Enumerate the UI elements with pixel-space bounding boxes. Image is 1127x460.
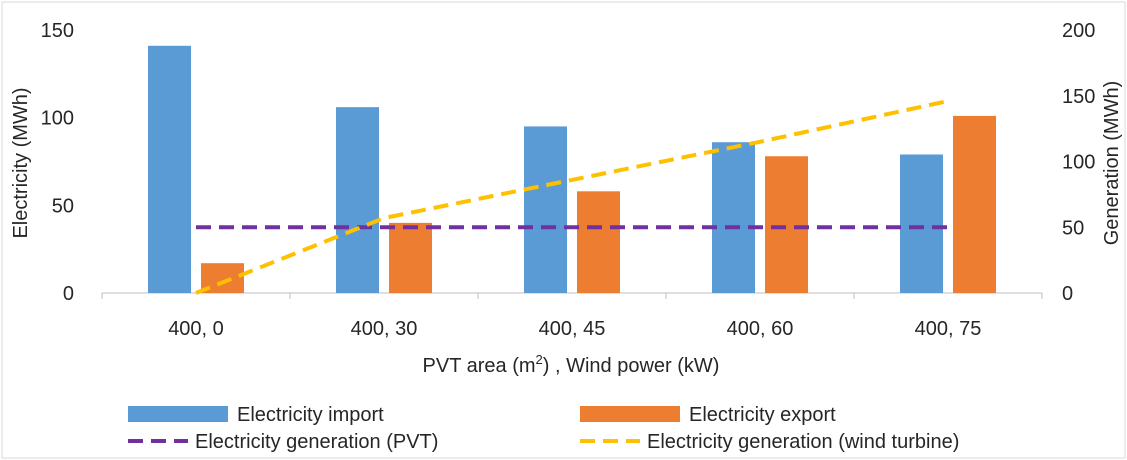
y2-tick-label: 200	[1062, 20, 1095, 42]
x-axis-title-main: PVT area (m	[423, 355, 536, 377]
legend: Electricity import Electricity export Elec…	[128, 404, 959, 453]
x-tick-label: 400, 75	[915, 318, 982, 340]
bar-export	[953, 115, 996, 293]
y-tick-label: 0	[63, 283, 74, 305]
legend-label: Electricity generation (PVT)	[195, 431, 438, 453]
legend-label: Electricity import	[237, 404, 384, 426]
bar-import	[336, 107, 379, 293]
legend-swatch	[580, 406, 680, 422]
plot-area	[101, 45, 1043, 299]
bar-import	[148, 45, 191, 293]
y-axis-title: Electricity (MWh)	[10, 87, 32, 238]
y-tick-label: 50	[52, 195, 74, 217]
x-axis-ticks: 400, 0 400, 30 400, 45 400, 60 400, 75	[168, 318, 981, 340]
y-tick-label: 150	[41, 20, 74, 42]
x-axis-title-rest: ) , Wind power (kW)	[543, 355, 720, 377]
x-tick-label: 400, 45	[539, 318, 606, 340]
bar-export	[389, 222, 432, 293]
legend-label: Electricity export	[689, 404, 836, 426]
left-axis-ticks: 0 50 100 150	[41, 20, 74, 305]
bar-export	[577, 191, 620, 293]
bar-import	[712, 142, 755, 293]
y2-axis-title: Generation (MWh)	[1101, 81, 1123, 246]
bar-import	[900, 154, 943, 293]
x-tick-label: 400, 30	[351, 318, 418, 340]
bar-export	[765, 156, 808, 293]
x-tick-label: 400, 60	[727, 318, 794, 340]
x-tick-label: 400, 0	[168, 318, 224, 340]
line-wind-generation	[195, 99, 949, 295]
legend-swatch	[128, 406, 228, 422]
y2-tick-label: 150	[1062, 86, 1095, 108]
y-tick-label: 100	[41, 108, 74, 130]
y2-tick-label: 50	[1062, 217, 1084, 239]
y2-tick-label: 0	[1062, 283, 1073, 305]
y2-tick-label: 100	[1062, 152, 1095, 174]
bar-import	[524, 126, 567, 293]
legend-label: Electricity generation (wind turbine)	[647, 431, 959, 453]
right-axis-ticks: 0 50 100 150 200	[1062, 20, 1095, 305]
x-axis-title-superscript: 2	[536, 352, 543, 367]
x-axis-title: PVT area (m2) , Wind power (kW)	[423, 352, 720, 377]
